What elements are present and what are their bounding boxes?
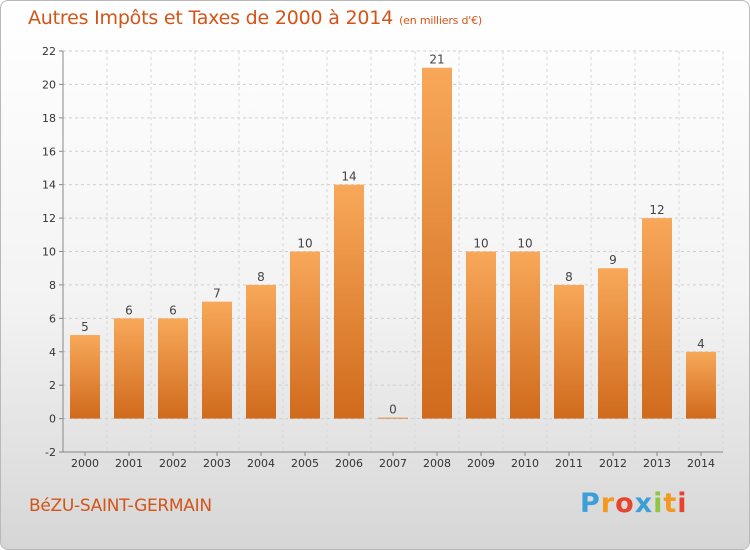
value-label: 6 — [169, 303, 177, 317]
x-tick-label: 2000 — [71, 457, 99, 470]
value-label: 10 — [297, 237, 312, 251]
x-tick-label: 2013 — [643, 457, 671, 470]
value-label: 5 — [81, 320, 89, 334]
bar — [554, 284, 584, 419]
y-tick-label: 6 — [49, 312, 56, 325]
y-tick-label: 2 — [49, 379, 56, 392]
labels: -2 0 2 4 6 8 10 12 14 16 18 20 22 5 2000 6 2001 6 2002 7 200… — [42, 45, 715, 470]
y-tick-label: 20 — [42, 78, 56, 91]
x-tick-label: 2010 — [511, 457, 539, 470]
x-tick-label: 2009 — [467, 457, 495, 470]
logo-letter: o — [615, 488, 635, 519]
y-tick-label: 8 — [49, 279, 56, 292]
chart-title: Autres Impôts et Taxes de 2000 à 2014 (en… — [28, 7, 482, 29]
bar — [466, 251, 496, 419]
bar — [158, 318, 188, 419]
y-tick-label: 0 — [49, 413, 56, 426]
bar — [70, 335, 100, 419]
value-label: 8 — [257, 270, 265, 284]
y-tick-label: 18 — [42, 112, 56, 125]
bar — [290, 251, 320, 419]
logo-letter: i — [677, 488, 688, 519]
x-tick-label: 2002 — [159, 457, 187, 470]
x-tick-label: 2008 — [423, 457, 451, 470]
value-label: 6 — [125, 303, 133, 317]
value-label: 9 — [609, 253, 617, 267]
y-tick-label: 10 — [42, 246, 56, 259]
value-label: 0 — [389, 403, 397, 417]
x-tick-label: 2014 — [687, 457, 715, 470]
x-tick-label: 2007 — [379, 457, 407, 470]
x-tick-label: 2001 — [115, 457, 143, 470]
bar — [114, 318, 144, 419]
y-tick-label: 14 — [42, 179, 56, 192]
logo-letter: i — [653, 488, 664, 519]
x-tick-label: 2006 — [335, 457, 363, 470]
bar — [686, 351, 716, 419]
y-tick-label: 16 — [42, 145, 56, 158]
bars — [70, 67, 716, 419]
bar — [598, 268, 628, 419]
x-tick-label: 2004 — [247, 457, 275, 470]
bar — [510, 251, 540, 419]
bar — [334, 184, 364, 419]
value-label: 10 — [473, 237, 488, 251]
chart-title-text: Autres Impôts et Taxes de 2000 à 2014 — [28, 7, 394, 29]
x-tick-label: 2005 — [291, 457, 319, 470]
value-label: 7 — [213, 287, 221, 301]
x-tick-label: 2012 — [599, 457, 627, 470]
value-label: 12 — [649, 203, 664, 217]
logo-letter: P — [580, 488, 601, 519]
axes — [59, 50, 723, 456]
logo-letter: r — [600, 488, 616, 519]
x-tick-label: 2003 — [203, 457, 231, 470]
y-tick-label: 12 — [42, 212, 56, 225]
logo-letter: t — [663, 488, 678, 519]
x-tick-label: 2011 — [555, 457, 583, 470]
y-tick-label: 4 — [49, 346, 56, 359]
commune-name: BéZU-SAINT-GERMAIN — [29, 496, 212, 516]
bar — [642, 218, 672, 419]
bar — [378, 417, 408, 419]
chart-subtitle: (en milliers d'€) — [399, 14, 482, 27]
bar — [422, 67, 452, 419]
bar — [246, 284, 276, 419]
value-label: 10 — [517, 237, 532, 251]
bar — [202, 301, 232, 419]
proxiti-logo: Proxiti — [580, 488, 688, 519]
value-label: 21 — [429, 53, 444, 67]
value-label: 8 — [565, 270, 573, 284]
logo-letter: x — [634, 488, 654, 519]
y-tick-label: 22 — [42, 45, 56, 58]
y-tick-label: -2 — [45, 446, 56, 459]
value-label: 14 — [341, 170, 356, 184]
value-label: 4 — [697, 337, 705, 351]
